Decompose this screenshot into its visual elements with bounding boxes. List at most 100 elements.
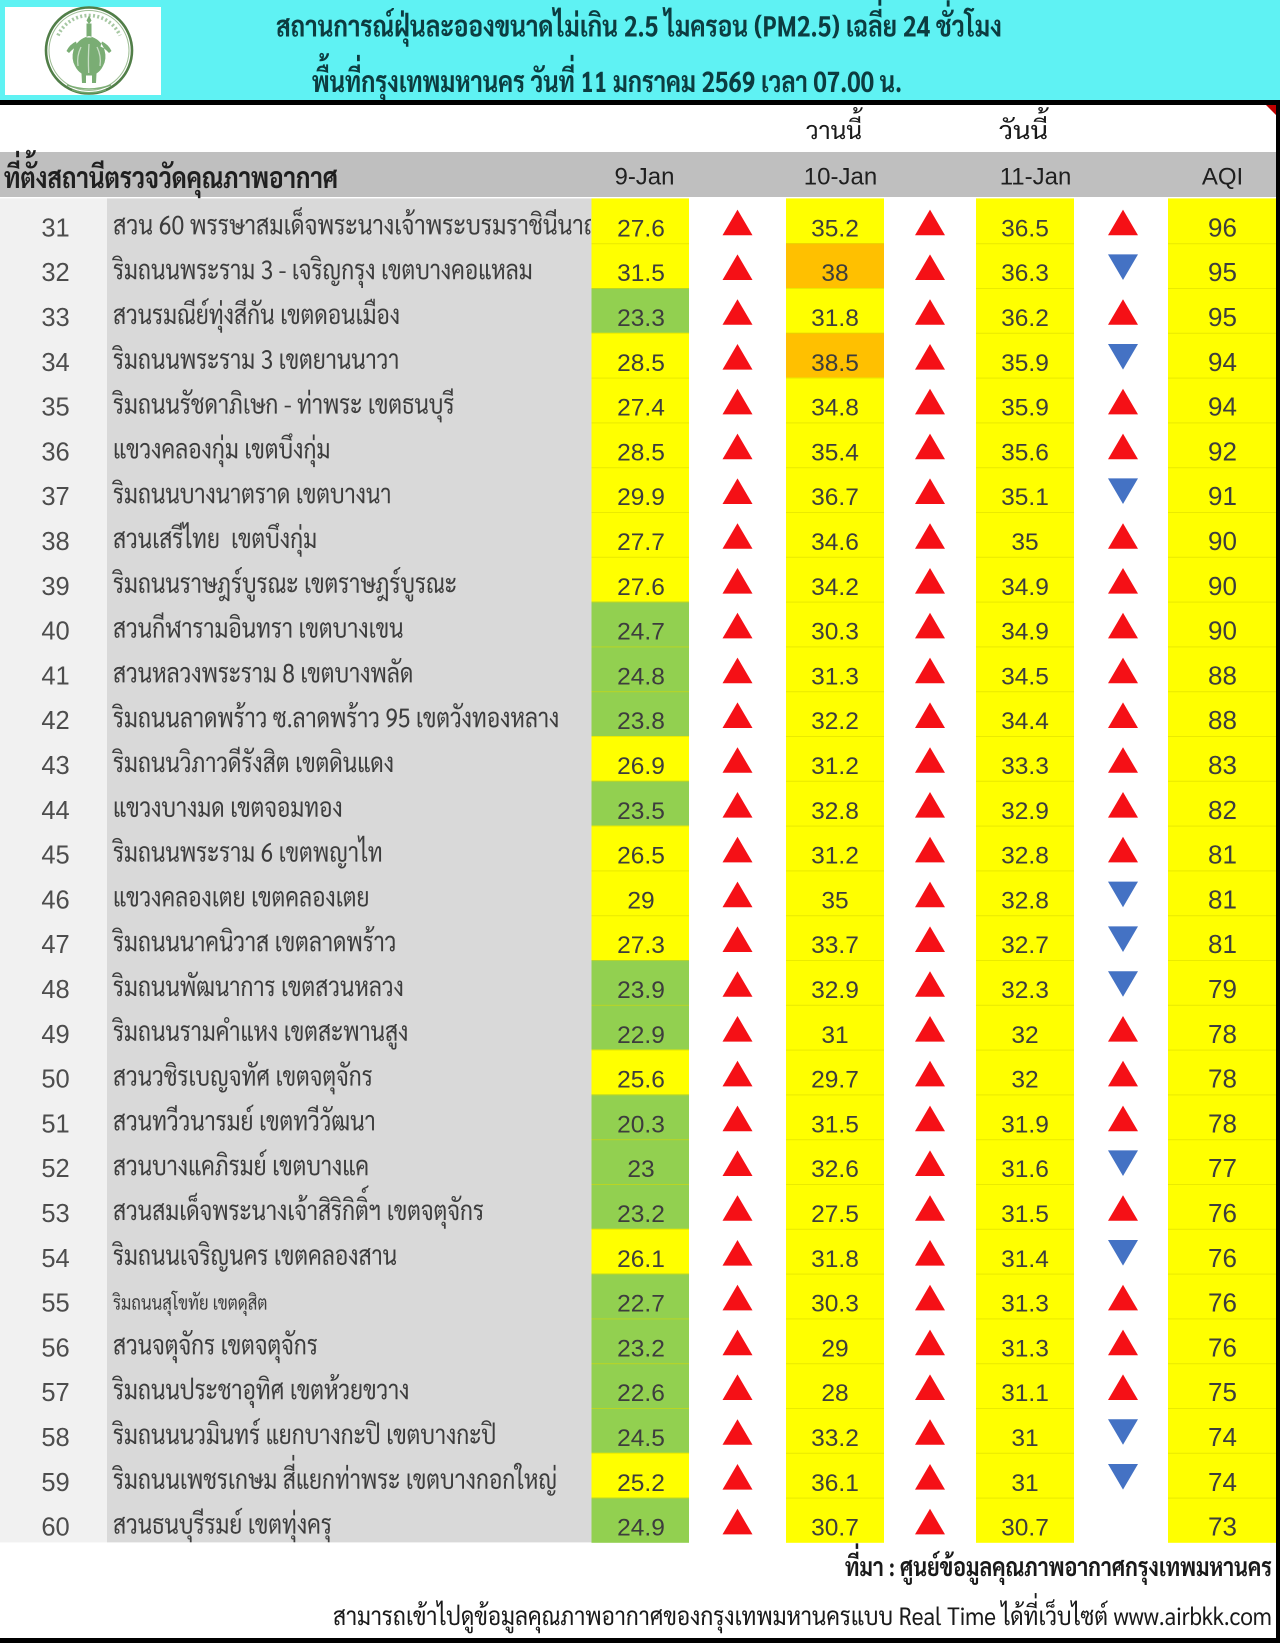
svg-text:35.6: 35.6 [1001, 439, 1049, 466]
svg-text:52: 52 [41, 1155, 69, 1183]
svg-text:34.9: 34.9 [1001, 619, 1049, 646]
svg-text:27.4: 27.4 [617, 395, 665, 422]
svg-text:60: 60 [41, 1514, 69, 1542]
svg-text:36.7: 36.7 [811, 484, 859, 511]
svg-text:47: 47 [41, 931, 69, 959]
svg-text:24.9: 24.9 [617, 1515, 665, 1542]
svg-text:94: 94 [1208, 392, 1237, 422]
svg-text:55: 55 [41, 1290, 69, 1318]
svg-text:32: 32 [1011, 1022, 1038, 1049]
svg-text:31: 31 [1011, 1470, 1038, 1497]
svg-text:90: 90 [1208, 616, 1237, 646]
svg-text:38: 38 [41, 528, 69, 556]
svg-text:38.5: 38.5 [811, 350, 859, 377]
svg-text:24.8: 24.8 [617, 663, 665, 690]
svg-text:44: 44 [41, 797, 69, 825]
svg-text:59: 59 [41, 1469, 69, 1497]
svg-text:76: 76 [1208, 1198, 1237, 1228]
svg-text:24.5: 24.5 [617, 1425, 665, 1452]
svg-text:33.3: 33.3 [1001, 753, 1049, 780]
svg-text:26.1: 26.1 [617, 1246, 665, 1273]
svg-text:36.3: 36.3 [1001, 260, 1049, 287]
svg-text:56: 56 [41, 1334, 69, 1362]
svg-text:34.6: 34.6 [811, 529, 859, 556]
svg-text:31.2: 31.2 [811, 843, 859, 870]
svg-text:79: 79 [1208, 974, 1237, 1004]
svg-text:27.6: 27.6 [617, 574, 665, 601]
svg-text:88: 88 [1208, 705, 1237, 735]
svg-text:31.2: 31.2 [811, 753, 859, 780]
svg-text:10-Jan: 10-Jan [804, 164, 877, 191]
svg-text:41: 41 [41, 662, 69, 690]
svg-text:76: 76 [1208, 1288, 1237, 1318]
svg-text:74: 74 [1208, 1467, 1237, 1497]
svg-text:78: 78 [1208, 1108, 1237, 1138]
svg-text:34.5: 34.5 [1001, 663, 1049, 690]
svg-text:31.5: 31.5 [811, 1111, 859, 1138]
svg-text:31.5: 31.5 [1001, 1201, 1049, 1228]
svg-text:76: 76 [1208, 1243, 1237, 1273]
svg-text:32.8: 32.8 [1001, 843, 1049, 870]
svg-text:25.2: 25.2 [617, 1470, 665, 1497]
svg-text:26.5: 26.5 [617, 843, 665, 870]
svg-text:27.7: 27.7 [617, 529, 665, 556]
svg-text:34.4: 34.4 [1001, 708, 1049, 735]
svg-text:29: 29 [627, 887, 654, 914]
svg-text:27.6: 27.6 [617, 215, 665, 242]
svg-text:48: 48 [41, 976, 69, 1004]
svg-text:35: 35 [1011, 529, 1038, 556]
svg-text:24.7: 24.7 [617, 619, 665, 646]
svg-text:36.5: 36.5 [1001, 215, 1049, 242]
svg-text:95: 95 [1208, 257, 1237, 287]
svg-text:32.2: 32.2 [811, 708, 859, 735]
svg-text:37: 37 [41, 483, 69, 511]
svg-text:88: 88 [1208, 660, 1237, 690]
svg-text:91: 91 [1208, 481, 1237, 511]
svg-text:28: 28 [821, 1380, 848, 1407]
svg-text:33.2: 33.2 [811, 1425, 859, 1452]
svg-text:81: 81 [1208, 884, 1237, 914]
svg-text:34.9: 34.9 [1001, 574, 1049, 601]
svg-text:40: 40 [41, 618, 69, 646]
svg-text:38: 38 [821, 260, 848, 287]
svg-text:50: 50 [41, 1066, 69, 1094]
svg-text:28.5: 28.5 [617, 439, 665, 466]
svg-text:35.4: 35.4 [811, 439, 859, 466]
svg-text:81: 81 [1208, 840, 1237, 870]
svg-text:9-Jan: 9-Jan [614, 164, 674, 191]
svg-text:23.8: 23.8 [617, 708, 665, 735]
svg-text:76: 76 [1208, 1332, 1237, 1362]
svg-text:74: 74 [1208, 1422, 1237, 1452]
svg-text:73: 73 [1208, 1512, 1237, 1542]
svg-text:57: 57 [41, 1379, 69, 1407]
svg-text:90: 90 [1208, 526, 1237, 556]
svg-text:35.1: 35.1 [1001, 484, 1049, 511]
svg-text:30.7: 30.7 [811, 1515, 859, 1542]
svg-text:31.3: 31.3 [1001, 1291, 1049, 1318]
svg-text:36.1: 36.1 [811, 1470, 859, 1497]
svg-text:30.3: 30.3 [811, 619, 859, 646]
svg-text:83: 83 [1208, 750, 1237, 780]
svg-text:31: 31 [1011, 1425, 1038, 1452]
svg-text:31.1: 31.1 [1001, 1380, 1049, 1407]
svg-text:53: 53 [41, 1200, 69, 1228]
svg-text:94: 94 [1208, 347, 1237, 377]
svg-text:23: 23 [627, 1156, 654, 1183]
svg-text:32.8: 32.8 [811, 798, 859, 825]
svg-text:43: 43 [41, 752, 69, 780]
svg-text:25.6: 25.6 [617, 1067, 665, 1094]
svg-text:22.6: 22.6 [617, 1380, 665, 1407]
svg-text:31.4: 31.4 [1001, 1246, 1049, 1273]
svg-text:22.7: 22.7 [617, 1291, 665, 1318]
svg-text:32.9: 32.9 [1001, 798, 1049, 825]
svg-text:39: 39 [41, 573, 69, 601]
svg-text:23.9: 23.9 [617, 977, 665, 1004]
svg-text:90: 90 [1208, 571, 1237, 601]
svg-text:23.5: 23.5 [617, 798, 665, 825]
svg-text:42: 42 [41, 707, 69, 735]
svg-text:31.9: 31.9 [1001, 1111, 1049, 1138]
svg-text:31.8: 31.8 [811, 1246, 859, 1273]
svg-text:31.5: 31.5 [617, 260, 665, 287]
svg-text:36.2: 36.2 [1001, 305, 1049, 332]
svg-text:36: 36 [41, 438, 69, 466]
